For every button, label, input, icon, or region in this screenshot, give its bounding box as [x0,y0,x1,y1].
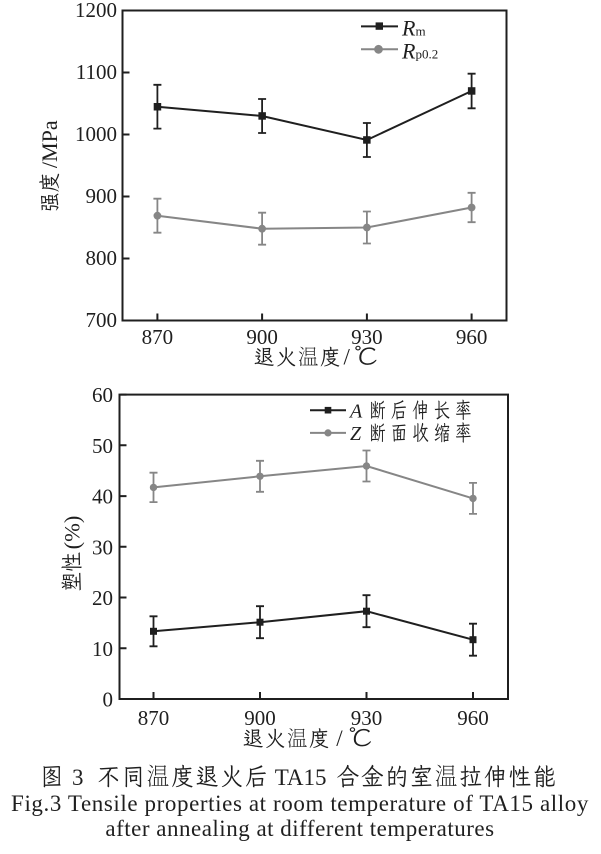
svg-text:800: 800 [86,246,118,270]
svg-text:40: 40 [92,485,113,509]
svg-text:930: 930 [351,325,383,349]
svg-text:A: A [348,401,363,423]
svg-text:10: 10 [92,637,113,661]
svg-text:1200: 1200 [75,0,117,22]
svg-text:/: / [336,726,343,751]
svg-text:30: 30 [92,535,113,559]
svg-text:Z: Z [350,423,362,445]
svg-text:960: 960 [456,325,488,349]
svg-text:/MPa: /MPa [37,120,62,168]
svg-text:60: 60 [92,383,113,407]
svg-text:900: 900 [86,184,118,208]
svg-text:20: 20 [92,586,113,610]
svg-text:0: 0 [103,688,114,712]
svg-text:/: / [344,345,351,370]
svg-text:900: 900 [246,325,278,349]
svg-text:700: 700 [86,308,118,332]
svg-text:870: 870 [142,325,174,349]
svg-text:930: 930 [351,706,383,730]
svg-text:(%): (%) [60,516,85,550]
svg-text:870: 870 [138,706,170,730]
svg-text:Fig.3 Tensile properties at r: Fig.3 Tensile properties at room tempera… [11,791,589,816]
svg-text:900: 900 [244,706,276,730]
svg-text:1000: 1000 [75,122,117,146]
svg-text:after annealing at different t: after annealing at different temperature… [105,816,494,841]
svg-text:960: 960 [457,706,489,730]
svg-text:1100: 1100 [76,60,117,84]
svg-text:3: 3 [72,765,84,790]
svg-text:TA15: TA15 [275,765,327,790]
svg-text:Rm: Rm [401,15,426,40]
svg-text:50: 50 [92,434,113,458]
svg-text:Rp0.2: Rp0.2 [401,38,438,63]
